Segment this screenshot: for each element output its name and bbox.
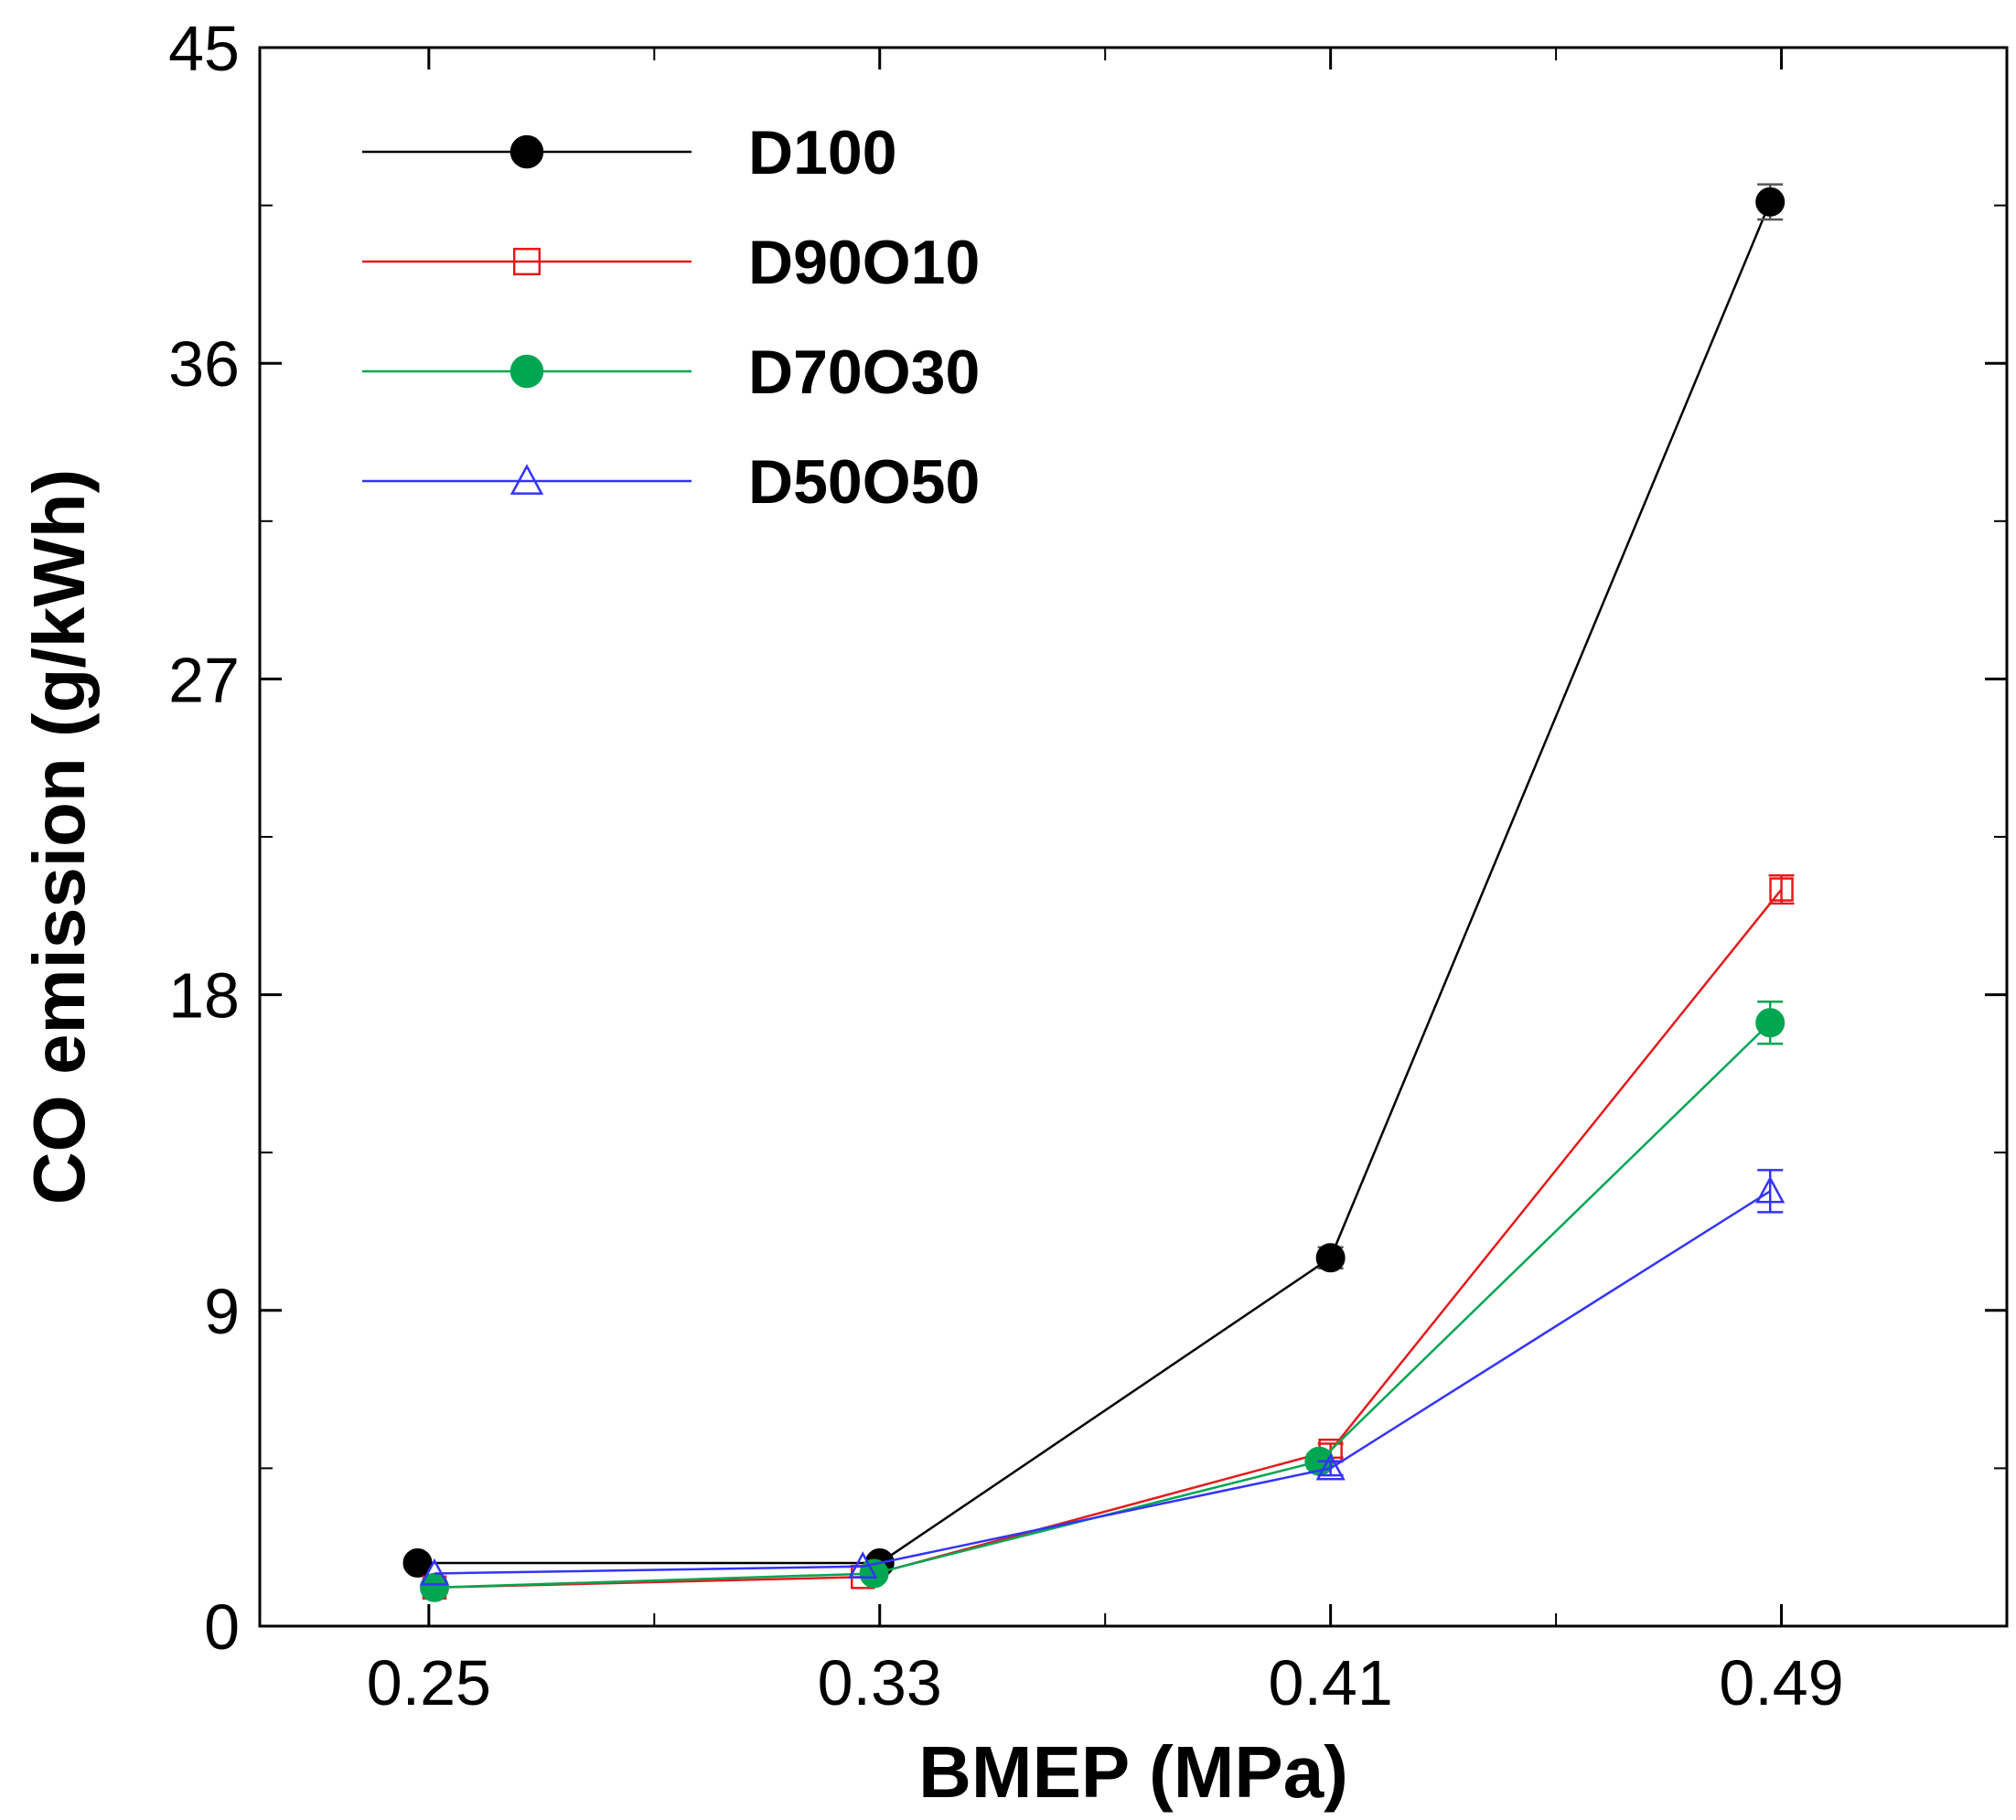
x-tick-label: 0.25 (367, 1647, 491, 1718)
data-point-d100 (1315, 1243, 1346, 1273)
x-axis-title: BMEP (MPa) (918, 1731, 1348, 1813)
x-tick-label: 0.49 (1719, 1647, 1843, 1718)
data-point-d100 (402, 1547, 433, 1578)
data-point-d50o50 (848, 1551, 878, 1579)
series-d50o50 (419, 1169, 1785, 1586)
series-d90o10 (422, 873, 1795, 1601)
y-tick-label: 45 (168, 13, 240, 84)
legend-label: D50O50 (748, 447, 980, 517)
data-point-d100 (1755, 187, 1785, 217)
y-axis-title: CO emission (g/kWh) (18, 469, 100, 1205)
legend-label: D90O10 (748, 228, 980, 297)
data-point-d70o30 (1755, 1008, 1785, 1038)
x-tick-label: 0.33 (818, 1647, 942, 1718)
data-point-d90o10 (1769, 877, 1794, 902)
series-d100 (402, 183, 1785, 1578)
legend-entry-d90o10: D90O10 (362, 228, 980, 297)
series-line-d70o30 (434, 1022, 1772, 1590)
series-line-d50o50 (434, 1190, 1771, 1575)
legend-marker (509, 134, 544, 169)
legend-marker (509, 464, 544, 495)
legend-marker (512, 247, 542, 276)
data-point-d70o30 (420, 1572, 449, 1602)
y-tick-label: 0 (204, 1591, 240, 1663)
legend-entry-d50o50: D50O50 (362, 447, 980, 517)
legend-marker (509, 354, 544, 389)
plot-frame (258, 46, 2009, 1628)
data-point-d50o50 (419, 1558, 450, 1586)
y-tick-label: 18 (168, 960, 240, 1032)
data-point-d50o50 (1315, 1452, 1346, 1481)
legend-entry-d100: D100 (362, 118, 897, 187)
y-tick-label: 27 (168, 644, 240, 715)
legend-label: D70O30 (748, 337, 980, 407)
data-point-d50o50 (1755, 1175, 1785, 1204)
y-tick-label: 9 (204, 1276, 240, 1347)
series-line-d100 (417, 201, 1772, 1565)
y-tick-label: 36 (168, 328, 240, 400)
series-line-d90o10 (434, 888, 1783, 1590)
legend-label: D100 (748, 118, 897, 187)
x-tick-label: 0.41 (1269, 1647, 1393, 1718)
legend-entry-d70o30: D70O30 (362, 337, 980, 407)
